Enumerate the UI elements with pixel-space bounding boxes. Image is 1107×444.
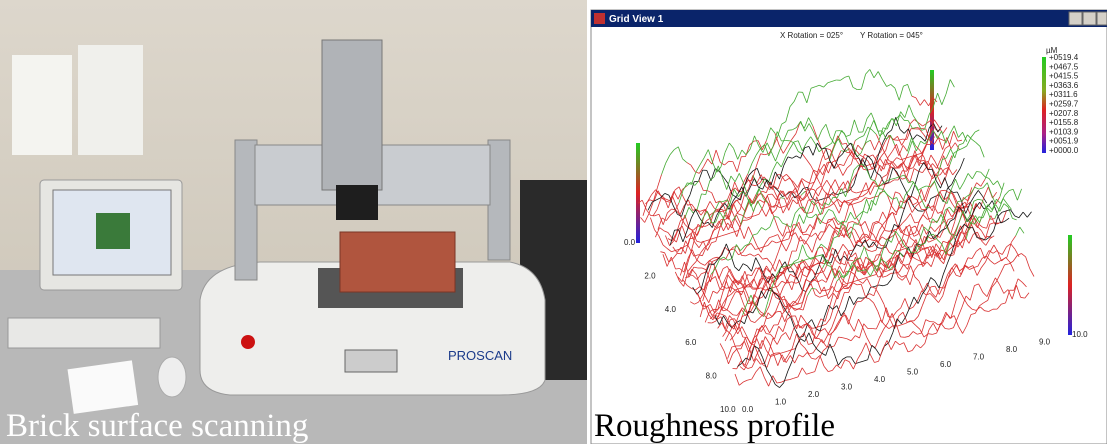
mouse: [158, 357, 186, 397]
profile-segment: [754, 141, 758, 142]
profile-segment: [788, 130, 792, 131]
legend-label: +0311.6: [1049, 90, 1078, 99]
display-panel: [345, 350, 397, 372]
window-frame: [591, 10, 1107, 444]
stop-button: [241, 335, 255, 349]
width-axis-label: 2.0: [808, 390, 820, 399]
depth-axis-label: 6.0: [685, 338, 697, 347]
scan-head-column: [322, 40, 382, 190]
legend-label: +0415.5: [1049, 72, 1079, 81]
sensor: [336, 185, 378, 220]
legend-label: +0467.5: [1049, 62, 1079, 71]
keyboard: [8, 318, 160, 348]
paper-note: [68, 360, 139, 414]
x-rotation: X Rotation = 025°: [780, 31, 843, 40]
color-bar: [1042, 57, 1046, 153]
right-caption: Roughness profile: [594, 408, 835, 444]
gantry-pillar: [235, 140, 257, 280]
brick: [340, 232, 455, 292]
width-axis-label: 5.0: [907, 368, 919, 377]
screen-image: [96, 213, 130, 249]
width-axis-label: 9.0: [1039, 338, 1051, 347]
profile-segment: [872, 329, 876, 330]
legend-label: +0259.7: [1049, 100, 1079, 109]
minimize-button[interactable]: [1069, 12, 1082, 25]
width-axis-label: 4.0: [874, 375, 886, 384]
profile-segment: [941, 190, 945, 191]
gantry-pillar: [488, 140, 510, 260]
corner-bar: [1068, 235, 1072, 335]
grid-view-window: Grid View 1 X Rotation = 025° Y Rotation…: [591, 10, 1107, 444]
profile-segment: [676, 269, 680, 270]
width-axis-label: 6.0: [940, 360, 952, 369]
profile-segment: [808, 217, 812, 218]
divider: [587, 0, 591, 444]
window-title: Grid View 1: [609, 14, 664, 25]
legend-label: +0051.9: [1049, 137, 1079, 146]
depth-axis-label: 10.0: [720, 405, 736, 414]
brand-label: PROSCAN: [448, 348, 512, 363]
left-caption: Brick surface scanning: [6, 408, 308, 444]
profile-segment: [879, 189, 883, 190]
profile-segment: [733, 315, 737, 316]
depth-axis-label: 0.0: [624, 238, 636, 247]
width-axis-label: 1.0: [775, 398, 787, 407]
width-axis-label: 10.0: [1072, 330, 1088, 339]
width-axis-label: 8.0: [1006, 345, 1018, 354]
legend-label: +0363.6: [1049, 81, 1079, 90]
depth-axis-label: 4.0: [665, 305, 677, 314]
legend-label: +0519.4: [1049, 53, 1079, 62]
window-icon: [594, 13, 605, 24]
title-bar: [591, 10, 1107, 27]
legend-label: +0000.0: [1049, 146, 1079, 155]
legend-label: +0207.8: [1049, 109, 1079, 118]
paper-notice: [78, 45, 143, 155]
width-axis-label: 7.0: [973, 353, 985, 362]
legend-label: +0155.8: [1049, 118, 1079, 127]
profile-segment: [863, 234, 867, 235]
legend-label: +0103.9: [1049, 127, 1079, 136]
profile-segment: [921, 128, 925, 129]
width-axis-label: 0.0: [742, 405, 754, 414]
depth-axis-label: 8.0: [706, 372, 718, 381]
profile-segment: [970, 224, 974, 225]
lab-photo: PROSCAN Brick surface scanning: [0, 0, 588, 444]
maximize-button[interactable]: [1083, 12, 1096, 25]
depth-axis-label: 2.0: [644, 271, 656, 280]
corner-bar: [636, 143, 640, 243]
close-button[interactable]: [1097, 12, 1107, 25]
y-rotation: Y Rotation = 045°: [860, 31, 923, 40]
width-axis-label: 3.0: [841, 383, 853, 392]
profile-segment: [953, 192, 957, 193]
composite-figure: PROSCAN Brick surface scanning Grid View…: [0, 0, 1107, 444]
paper-notice: [12, 55, 72, 155]
